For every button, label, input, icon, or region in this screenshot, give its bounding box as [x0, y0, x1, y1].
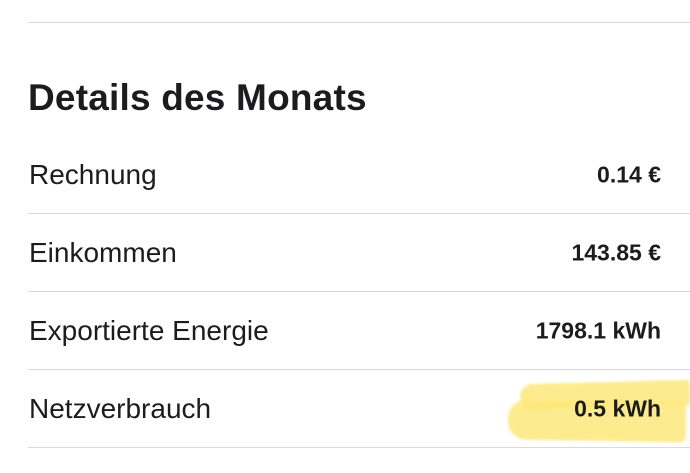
row-value: 1798.1 kWh — [535, 317, 661, 343]
detail-row-netzverbrauch: Netzverbrauch 0.5 kWh — [28, 370, 690, 448]
row-value: 143.85 € — [571, 239, 661, 265]
row-label: Rechnung — [29, 158, 157, 190]
monthly-details-list: Rechnung 0.14 € Einkommen 143.85 € Expor… — [28, 136, 690, 448]
row-label: Netzverbrauch — [29, 392, 212, 424]
row-value: 0.5 kWh — [574, 395, 661, 421]
detail-row-einkommen: Einkommen 143.85 € — [28, 214, 690, 292]
section-title: Details des Monats — [28, 77, 367, 118]
detail-row-exportierte-energie: Exportierte Energie 1798.1 kWh — [28, 292, 690, 370]
detail-row-rechnung: Rechnung 0.14 € — [28, 136, 690, 214]
row-value: 0.14 € — [597, 161, 661, 187]
row-label: Einkommen — [29, 236, 177, 268]
row-label: Exportierte Energie — [29, 314, 269, 346]
top-divider — [28, 22, 690, 23]
